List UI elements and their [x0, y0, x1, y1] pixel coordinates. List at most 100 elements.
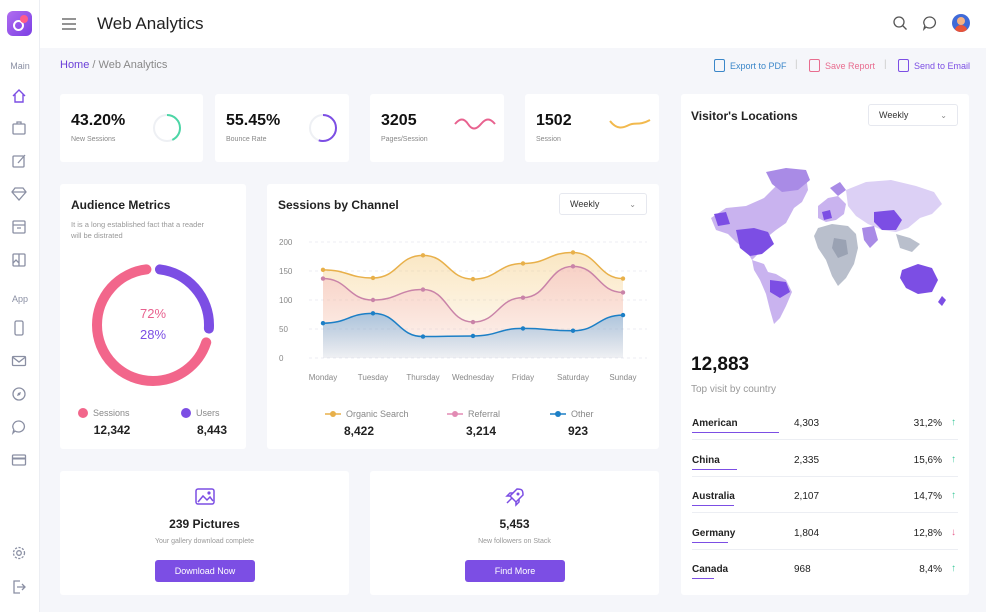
x-tick-label: Monday [309, 373, 337, 382]
stat-card-session: 1502 Session [525, 94, 659, 162]
country-row[interactable]: China 2,335 15,6% ↑ [692, 449, 958, 477]
logout-icon[interactable] [11, 579, 27, 595]
followers-card: 5,453 New followers on Stack Find More [370, 471, 659, 595]
data-point [520, 261, 526, 266]
country-name: China [692, 455, 720, 466]
gallery-icon[interactable] [11, 252, 27, 268]
audience-metrics-card: Audience Metrics It is a long establishe… [60, 184, 246, 449]
export-pdf-label: Export to PDF [730, 60, 787, 71]
country-name: Canada [692, 564, 729, 575]
progress-ring [153, 114, 181, 142]
picture-icon [195, 488, 215, 505]
legend-label: Organic Search [346, 409, 409, 419]
y-tick-label: 50 [279, 325, 288, 334]
legend-label: Users [196, 408, 220, 418]
user-avatar[interactable] [952, 14, 970, 32]
stat-label: Bounce Rate [226, 136, 267, 143]
sidebar: Main App [0, 0, 40, 612]
app-logo[interactable] [7, 11, 32, 36]
stat-label: Session [536, 136, 561, 143]
chevron-down-icon: ⌄ [629, 200, 636, 209]
data-point [570, 328, 576, 333]
legend-sessions: Sessions [78, 408, 130, 418]
breadcrumb-separator: / [89, 59, 99, 71]
stat-value: 55.45% [226, 112, 281, 129]
data-point [470, 319, 476, 325]
period-select[interactable]: Weekly ⌄ [868, 104, 958, 126]
settings-icon[interactable] [11, 545, 27, 561]
stat-label: Pages/Session [381, 136, 428, 143]
sidebar-section-app: App [11, 294, 28, 304]
sparkline [454, 118, 496, 130]
menu-icon[interactable] [62, 17, 76, 30]
world-map [711, 168, 946, 324]
country-percentage: 8,4% [919, 564, 942, 575]
archive-icon[interactable] [11, 219, 27, 235]
data-point [370, 297, 376, 303]
legend-value: 3,214 [466, 424, 497, 438]
card-description: It is a long established fact that a rea… [71, 220, 204, 240]
pictures-card: 239 Pictures Your gallery download compl… [60, 471, 349, 595]
breadcrumb-home[interactable]: Home [60, 59, 90, 71]
country-value: 968 [794, 564, 811, 575]
visitor-locations-card: Visitor's Locations Weekly ⌄ 12,883 Top … [681, 94, 969, 595]
legend-marker [447, 411, 463, 417]
visitors-total: 12,883 [691, 354, 750, 375]
donut-label-pct1: 72% [140, 306, 166, 321]
breadcrumb: Home / Web Analytics [60, 59, 167, 71]
data-point [470, 333, 476, 339]
country-row[interactable]: Canada 968 8,4% ↑ [692, 558, 958, 586]
export-pdf-button[interactable]: Export to PDF [714, 59, 787, 72]
card-icon[interactable] [11, 452, 27, 468]
data-point [370, 275, 376, 281]
data-point [520, 295, 526, 300]
search-icon[interactable] [892, 15, 908, 31]
data-point [620, 276, 626, 281]
donut-segment-sessions [92, 264, 214, 386]
stat-label: New Sessions [71, 136, 116, 143]
country-row[interactable]: Australia 2,107 14,7% ↑ [692, 485, 958, 513]
compass-icon[interactable] [11, 386, 27, 402]
sessions-area-chart: 0 50 100 150 200 Monday Tuesday Thursday Wednes… [279, 238, 647, 382]
breadcrumb-current: Web Analytics [98, 59, 168, 71]
x-tick-label: Wednesday [452, 373, 494, 382]
promo-subtitle: Your gallery download complete [155, 538, 254, 545]
send-email-button[interactable]: Send to Email [898, 59, 970, 72]
data-point [420, 253, 426, 258]
y-tick-label: 200 [279, 238, 293, 247]
visitors-subtitle: Top visit by country [691, 384, 777, 395]
legend-dot [181, 408, 191, 418]
save-report-button[interactable]: Save Report [809, 59, 875, 72]
country-percentage: 14,7% [913, 491, 942, 502]
download-now-button[interactable]: Download Now [155, 560, 255, 582]
y-tick-label: 0 [279, 354, 284, 363]
phone-icon[interactable] [11, 320, 27, 336]
country-name: Germany [692, 528, 736, 539]
donut-chart: 72% 28% [92, 264, 214, 386]
period-select[interactable]: Weekly ⌄ [559, 193, 647, 215]
divider: | [795, 59, 798, 70]
chat-icon[interactable] [11, 419, 27, 436]
country-percentage: 15,6% [913, 455, 942, 466]
country-percentage: 12,8% [913, 528, 942, 539]
country-row[interactable]: American 4,303 31,2% ↑ [692, 412, 958, 440]
data-point [570, 264, 576, 269]
legend-value: 8,443 [196, 423, 228, 437]
trend-up-icon: ↑ [951, 417, 956, 428]
page-title: Web Analytics [97, 14, 204, 33]
home-icon[interactable] [11, 88, 27, 104]
edit-icon[interactable] [11, 153, 27, 169]
legend-label: Referral [468, 409, 501, 419]
x-tick-label: Friday [512, 373, 534, 382]
diamond-icon[interactable] [11, 186, 27, 202]
trend-up-icon: ↑ [951, 563, 956, 574]
country-row[interactable]: Germany 1,804 12,8% ↓ [692, 522, 958, 550]
country-share-bar [692, 542, 728, 543]
mail-icon[interactable] [11, 353, 27, 369]
data-point [520, 326, 526, 331]
find-more-button[interactable]: Find More [465, 560, 565, 582]
message-icon[interactable] [922, 15, 938, 32]
promo-subtitle: New followers on Stack [478, 538, 551, 545]
x-tick-label: Tuesday [358, 373, 388, 382]
briefcase-icon[interactable] [11, 120, 27, 136]
